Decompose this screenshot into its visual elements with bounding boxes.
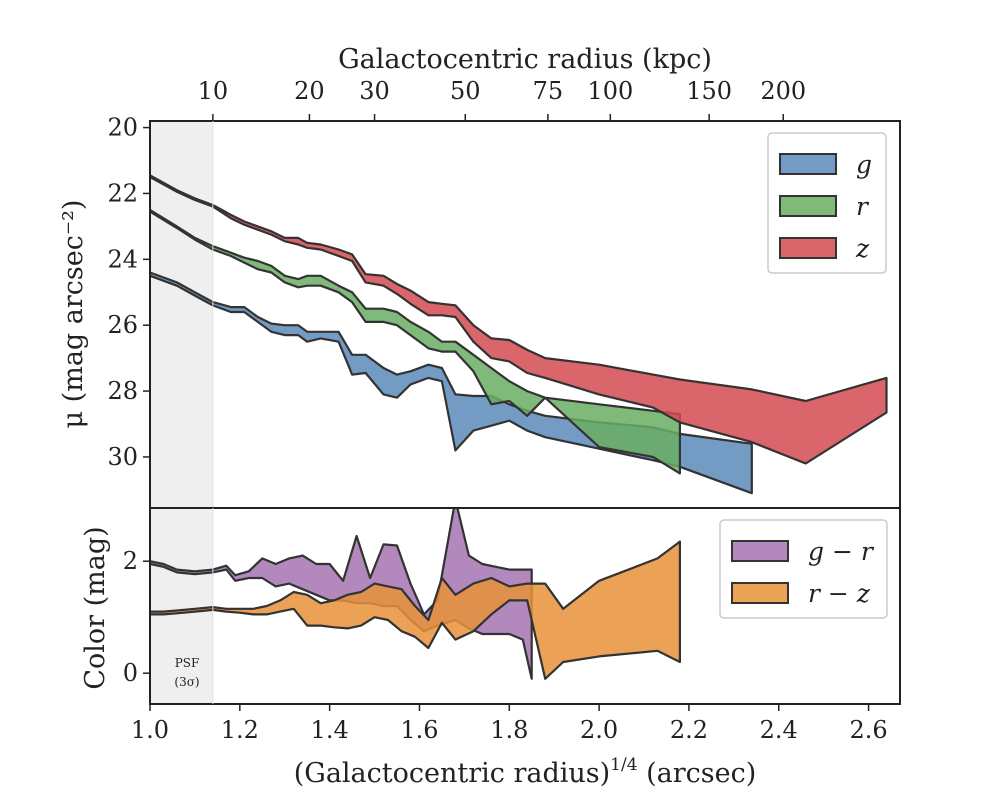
legend-label-r: r	[856, 192, 870, 221]
surface-brightness-bands	[150, 174, 888, 495]
y-tick-label-28: 28	[107, 377, 138, 405]
plot-frame-bottom	[149, 507, 901, 705]
y-tick-label-30: 30	[107, 443, 138, 471]
top-tick-label-75: 75	[533, 77, 564, 105]
surface-brightness-panel: 20 22 24 26 28 30 10 20 30 50 75 100 150 200 Galacto…	[58, 44, 901, 509]
band-g_minus_r	[150, 508, 533, 680]
y-tick-label-2: 2	[123, 547, 138, 575]
x-tick-label-2.0: 2.0	[580, 716, 618, 744]
legend-swatch-g	[779, 153, 837, 175]
band-z	[150, 174, 888, 465]
x-tick-label-2.2: 2.2	[670, 716, 708, 744]
x-tick-label-1.2: 1.2	[221, 716, 259, 744]
psf-region-bottom	[150, 508, 213, 704]
legend-bottom: g − r r − z	[719, 519, 888, 619]
x-tick-label-2.4: 2.4	[760, 716, 798, 744]
color-bands	[150, 508, 681, 680]
y-axis-ticks-bottom: 02	[123, 547, 150, 687]
x-axis-title-unit: (arcsec)	[638, 758, 757, 789]
x-axis-title-main: (Galactocentric radius)	[294, 758, 610, 789]
band-r_minus_z	[150, 540, 681, 680]
legend-label-z: z	[855, 234, 870, 263]
y-tick-label-24: 24	[107, 245, 138, 273]
psf-label-line2: (3σ)	[174, 675, 199, 689]
x-tick-label-2.6: 2.6	[849, 716, 887, 744]
top-axis-title: Galactocentric radius (kpc)	[338, 44, 712, 75]
legend-label-r_minus_z: r − z	[808, 579, 871, 608]
y-tick-label-26: 26	[107, 311, 138, 339]
top-tick-label-100: 100	[587, 77, 633, 105]
y-tick-label-22: 22	[107, 179, 138, 207]
legend-swatch-r	[779, 195, 837, 217]
x-tick-label-1.8: 1.8	[490, 716, 528, 744]
y-tick-label-0: 0	[123, 659, 138, 687]
y-axis-ticks-top: 20 22 24 26 28 30	[107, 114, 150, 471]
y-axis-title-top: μ (mag arcsec⁻²)	[58, 200, 89, 429]
x-tick-label-1.0: 1.0	[131, 716, 169, 744]
top-tick-label-10: 10	[198, 77, 229, 105]
psf-region-top	[150, 121, 213, 508]
y-axis-title-bottom: Color (mag)	[80, 526, 111, 689]
top-tick-label-150: 150	[686, 77, 732, 105]
top-tick-label-200: 200	[760, 77, 806, 105]
legend-label-g_minus_r: g − r	[808, 537, 875, 566]
color-panel: 02 1.0 1.2 1.4 1.6 1.8 2.0 2.2 2.4 2.6 Color (ma…	[80, 507, 901, 789]
y-tick-label-20: 20	[107, 114, 138, 142]
legend-swatch-z	[779, 237, 837, 259]
band-r	[150, 208, 681, 475]
x-axis-title: (Galactocentric radius)1/4 (arcsec)	[294, 755, 757, 789]
top-axis-ticks: 10 20 30 50 75 100 150 200	[198, 77, 806, 121]
legend-label-g: g	[856, 150, 872, 179]
top-tick-label-50: 50	[450, 77, 481, 105]
x-tick-label-1.6: 1.6	[400, 716, 438, 744]
legend-top: grz	[767, 132, 887, 274]
top-tick-label-20: 20	[294, 77, 325, 105]
x-axis-ticks-bottom: 1.0 1.2 1.4 1.6 1.8 2.0 2.2 2.4 2.6	[131, 704, 888, 744]
legend-swatch-g_minus_r	[731, 540, 789, 562]
legend-swatch-r_minus_z	[731, 582, 789, 604]
top-tick-label-30: 30	[359, 77, 390, 105]
psf-label-line1: PSF	[175, 656, 200, 670]
x-axis-title-sup: 1/4	[610, 755, 637, 775]
x-tick-label-1.4: 1.4	[311, 716, 349, 744]
